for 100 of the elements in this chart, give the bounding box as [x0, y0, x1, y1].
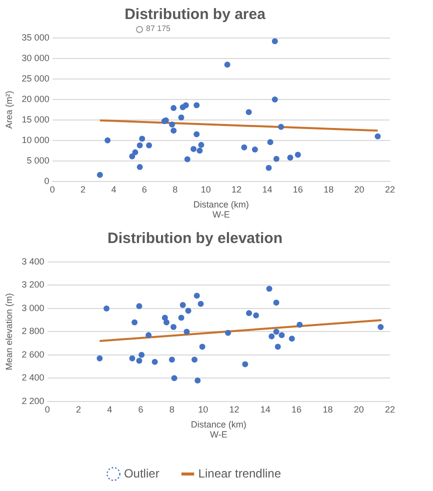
point	[178, 114, 184, 120]
point	[199, 344, 206, 350]
point	[266, 164, 272, 171]
point	[272, 96, 278, 102]
point	[378, 324, 384, 330]
x-tick-label: 16	[292, 184, 303, 194]
point	[146, 142, 152, 148]
point	[198, 300, 204, 307]
chart-title: Distribution by elevation	[107, 230, 283, 248]
point	[180, 302, 186, 308]
x-tick-label: 20	[354, 404, 364, 414]
point	[132, 149, 138, 156]
x-tick-label: 22	[384, 184, 396, 194]
point	[184, 156, 190, 162]
y-tick-label: 25 000	[22, 73, 50, 84]
point	[194, 292, 200, 299]
x-tick-label: 12	[232, 184, 242, 194]
point	[163, 319, 170, 326]
y-tick-label: 2 400	[22, 372, 44, 383]
y-tick-label: 15 000	[22, 114, 50, 124]
point	[185, 308, 192, 314]
point	[242, 361, 248, 368]
point	[196, 148, 203, 154]
y-tick-label: 10 000	[22, 134, 50, 145]
point	[152, 358, 158, 365]
x-tick-label: 6	[142, 184, 147, 194]
point	[129, 153, 136, 160]
point	[136, 303, 142, 310]
point	[246, 310, 252, 316]
point	[146, 332, 152, 338]
point	[169, 121, 176, 128]
text: 87 175	[146, 24, 170, 34]
y-tick-label: 3 400	[22, 256, 44, 266]
y-tick-label: 30 000	[22, 52, 50, 63]
point	[136, 164, 143, 170]
point	[184, 328, 190, 335]
x-tick-label: 10	[200, 184, 211, 194]
point	[225, 330, 232, 336]
y-tick-label: 2 600	[22, 349, 44, 360]
x-tick-label: 12	[229, 404, 240, 414]
x-tick-label: 2	[80, 184, 86, 194]
point	[194, 102, 200, 108]
point	[273, 300, 280, 306]
point	[374, 133, 381, 140]
point	[288, 336, 295, 342]
point	[266, 286, 272, 292]
point	[198, 142, 204, 148]
point	[190, 146, 197, 152]
point	[272, 38, 278, 44]
point	[182, 102, 189, 108]
point	[132, 319, 138, 326]
x-tick-label: 16	[292, 404, 302, 414]
x-axis-title: Distance (km) W-E	[193, 200, 249, 220]
y-tick-label: 0	[44, 176, 50, 186]
point	[171, 375, 178, 382]
x-tick-label: 18	[322, 404, 333, 414]
y-tick-label: 3 200	[22, 280, 44, 290]
legend-label: Linear trendline	[198, 466, 282, 480]
point	[104, 305, 110, 312]
point	[294, 152, 301, 158]
point	[168, 356, 175, 363]
point	[139, 136, 146, 142]
point	[273, 156, 280, 162]
point	[278, 332, 285, 338]
y-axis-title: Area (m²)	[4, 90, 14, 129]
point	[194, 377, 201, 384]
legend-label: Outlier	[124, 466, 160, 480]
y-tick-label: 2 200	[22, 396, 44, 406]
point	[170, 128, 177, 134]
point	[241, 144, 248, 150]
x-tick-label: 10	[198, 404, 208, 414]
point	[224, 62, 230, 68]
x-tick-label: 4	[107, 404, 112, 414]
x-tick-label: 4	[111, 184, 116, 194]
point	[138, 352, 145, 358]
point	[296, 322, 303, 328]
x-tick-label: 14	[262, 184, 272, 194]
x-tick-label: 6	[138, 404, 144, 414]
x-tick-label: 14	[260, 404, 270, 414]
chart-title: Distribution by area	[124, 6, 266, 24]
point	[252, 146, 258, 152]
point	[96, 355, 103, 362]
point	[273, 328, 280, 335]
x-tick-label: 8	[169, 404, 174, 414]
point	[170, 105, 177, 112]
x-tick-label: 18	[324, 184, 334, 194]
point	[192, 356, 198, 363]
x-tick-label: 8	[172, 184, 178, 194]
y-tick-label: 20 000	[22, 94, 50, 104]
x-tick-label: 2	[76, 404, 81, 414]
point	[194, 131, 200, 138]
x-tick-label: 20	[354, 184, 364, 194]
point	[287, 154, 294, 161]
x-axis-title: Distance (km) W-E	[190, 420, 246, 440]
x-tick-label: 22	[384, 404, 396, 414]
point	[136, 142, 143, 148]
y-tick-label: 2 800	[22, 326, 44, 336]
y-tick-label: 5 000	[26, 155, 50, 166]
point	[274, 344, 281, 350]
point	[278, 124, 284, 130]
